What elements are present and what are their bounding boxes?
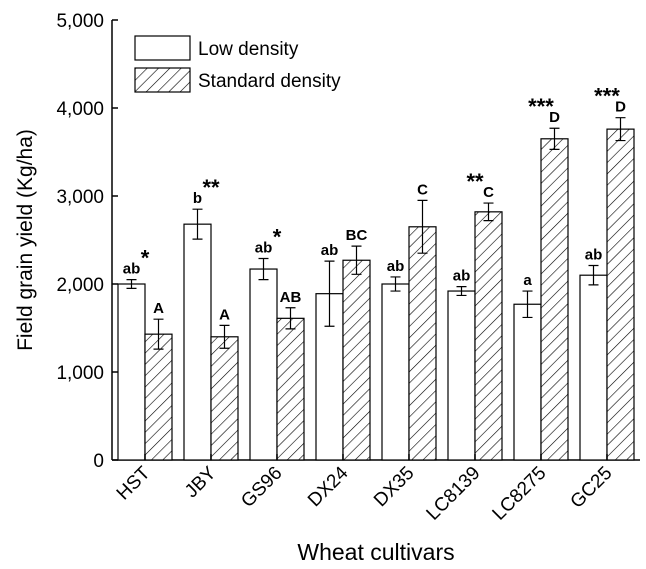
x-tick-label: JBY — [181, 462, 221, 502]
x-tick-label: HST — [113, 462, 155, 504]
error-bar — [456, 286, 467, 297]
bar — [342, 259, 371, 461]
bar — [183, 223, 212, 461]
error-bar — [417, 199, 428, 254]
error-bar — [588, 264, 599, 286]
significance-label: * — [141, 246, 150, 271]
letter-label: ab — [321, 242, 339, 259]
bar — [381, 283, 410, 461]
significance-label: ** — [202, 175, 220, 200]
significance-label: * — [273, 224, 282, 249]
error-bar — [483, 202, 494, 222]
letter-label: C — [417, 181, 428, 198]
bar — [606, 128, 635, 461]
bar — [276, 317, 305, 461]
letter-label: ab — [255, 239, 273, 256]
bar — [540, 138, 569, 461]
letter-label: A — [153, 300, 164, 317]
legend-label: Standard density — [198, 71, 341, 92]
x-tick-label: GC25 — [567, 463, 617, 513]
legend-swatch — [134, 67, 191, 93]
y-tick-label: 1,000 — [56, 363, 104, 384]
significance-label: *** — [528, 94, 554, 119]
error-bar — [219, 324, 230, 349]
letter-label: A — [219, 306, 230, 323]
x-tick-label: DX24 — [304, 462, 353, 511]
y-tick-label: 0 — [93, 451, 104, 472]
error-bar — [192, 208, 203, 240]
y-tick-label: 3,000 — [56, 187, 104, 208]
error-bar — [285, 307, 296, 330]
letter-label: ab — [123, 261, 141, 278]
x-tick-label: DX35 — [370, 463, 418, 511]
letter-label: ab — [387, 258, 405, 275]
bar — [408, 226, 437, 461]
error-bar — [126, 279, 137, 289]
bar — [474, 211, 503, 461]
bar — [210, 336, 239, 461]
x-tick-label: LC8139 — [423, 463, 485, 525]
significance-label: *** — [594, 84, 620, 109]
y-tick-label: 2,000 — [56, 275, 104, 296]
x-axis-label: Wheat cultivars — [297, 539, 454, 565]
legend-label: Low density — [198, 39, 299, 60]
letter-label: ab — [585, 247, 603, 264]
letter-label: BC — [346, 227, 368, 244]
letter-label: D — [615, 99, 626, 116]
bar — [513, 303, 542, 461]
legend-swatch — [134, 35, 191, 61]
error-bar — [615, 117, 626, 142]
bar — [579, 274, 608, 461]
bar — [447, 290, 476, 461]
x-tick-label: GS96 — [237, 463, 286, 512]
letter-label: ab — [453, 268, 471, 285]
error-bar — [324, 260, 335, 327]
error-bar — [153, 318, 164, 350]
bar — [117, 283, 146, 461]
error-bar — [522, 290, 533, 319]
y-tick-label: 4,000 — [56, 99, 104, 120]
letter-label: C — [483, 184, 494, 201]
error-bar — [390, 276, 401, 292]
letter-label: AB — [280, 289, 302, 306]
bar — [249, 268, 278, 461]
significance-label: ** — [466, 169, 484, 194]
letter-label: b — [193, 190, 202, 207]
error-bar — [351, 245, 362, 275]
y-axis-label: Field grain yield (Kg/ha) — [14, 129, 37, 351]
y-tick-label: 5,000 — [56, 11, 104, 32]
bar — [144, 333, 173, 461]
error-bar — [258, 257, 269, 281]
letter-label: a — [523, 272, 532, 289]
letter-label: D — [549, 109, 560, 126]
x-tick-label: LC8275 — [489, 463, 551, 525]
error-bar — [549, 127, 560, 150]
